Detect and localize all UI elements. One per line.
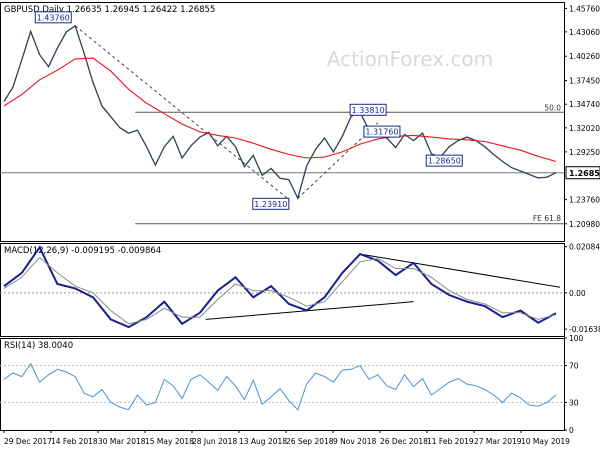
panel-frame-rsi <box>0 338 565 431</box>
annotation-box-1 <box>349 103 387 116</box>
macd-line <box>3 245 557 329</box>
rsi-y-tick-1: 70 <box>569 362 579 371</box>
rsi-y-tick-0: 100 <box>569 334 584 343</box>
macd-signal-line <box>3 256 557 325</box>
watermark-text: ActionForex.com <box>327 47 493 71</box>
macd-y-tick-0: 0.020848 <box>569 243 600 252</box>
main-y-tick-7: 1.26855 <box>569 169 600 178</box>
fib-level-label-0: 50.0 <box>544 103 561 112</box>
x-tick-2: 30 Mar 2018 <box>98 437 146 446</box>
moving-average-line <box>3 57 557 163</box>
annotation-label-0: 1.43760 <box>37 13 70 22</box>
x-tick-10: 27 Mar 2019 <box>474 437 522 446</box>
main-y-tick-6: 1.29250 <box>569 148 600 157</box>
annotation-label-1: 1.33810 <box>352 106 385 115</box>
main-y-tick-5: 1.32020 <box>569 124 600 133</box>
x-tick-3: 15 May 2018 <box>145 437 194 446</box>
main-y-tick-3: 1.37450 <box>569 77 600 86</box>
macd-resistance-line <box>360 253 561 288</box>
x-tick-6: 26 Sep 2018 <box>286 437 334 446</box>
annotation-box-0 <box>34 11 72 24</box>
macd-y-tick-1: 0.00 <box>569 289 586 298</box>
rsi-line <box>3 362 557 411</box>
x-tick-8: 26 Dec 2018 <box>380 437 428 446</box>
x-tick-4: 28 Jun 2018 <box>192 437 237 446</box>
main-title: GBPUSD,Daily 1.26635 1.26945 1.26422 1.2… <box>4 5 215 15</box>
x-tick-7: 9 Nov 2018 <box>333 437 376 446</box>
annotation-label-3: 1.28650 <box>428 157 461 166</box>
x-tick-0: 29 Dec 2017 <box>4 437 52 446</box>
main-y-tick-1: 1.43060 <box>569 28 600 37</box>
main-y-tick-4: 1.34740 <box>569 100 600 109</box>
rsi-title: RSI(14) 38.0040 <box>4 341 73 351</box>
macd-y-tick-2: -0.016389 <box>569 325 600 334</box>
macd-title: MACD(12,26,9) -0.009195 -0.009864 <box>4 246 161 256</box>
annotation-box-4 <box>252 197 290 210</box>
fib-level-label-1: FE 61.8 <box>533 214 561 223</box>
x-tick-9: 11 Feb 2019 <box>427 437 474 446</box>
main-y-tick-0: 1.45760 <box>569 4 600 13</box>
rsi-y-tick-2: 30 <box>569 398 579 407</box>
annotation-label-2: 1.31760 <box>365 128 398 137</box>
last-price-tag <box>565 166 600 180</box>
macd-support-line <box>205 301 414 320</box>
panel-frame-macd <box>0 243 565 337</box>
main-y-tick-8: 1.23760 <box>569 196 600 205</box>
annotation-box-3 <box>425 154 463 167</box>
price-series-line <box>3 24 557 201</box>
x-tick-5: 13 Aug 2018 <box>239 437 287 446</box>
downtrend-line <box>74 25 291 201</box>
annotation-box-2 <box>363 125 401 138</box>
main-y-tick-9: 1.20980 <box>569 220 600 229</box>
x-tick-11: 10 May 2019 <box>521 437 570 446</box>
x-tick-1: 14 Feb 2018 <box>51 437 98 446</box>
rsi-y-tick-3: 0 <box>569 426 574 435</box>
main-y-tick-2: 1.40260 <box>569 52 600 61</box>
annotation-label-4: 1.23910 <box>254 200 287 209</box>
